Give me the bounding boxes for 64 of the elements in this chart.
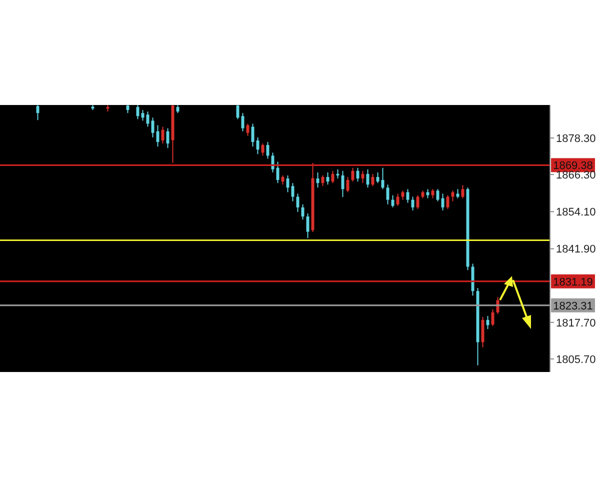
candlestick xyxy=(456,188,460,199)
ref-line-label: 1869.38 xyxy=(553,160,593,172)
candlestick xyxy=(266,141,270,160)
candlestick xyxy=(441,193,444,211)
candlestick xyxy=(331,170,334,184)
candlestick xyxy=(286,174,290,193)
candlestick xyxy=(296,193,300,212)
candlestick xyxy=(351,167,354,182)
candlestick xyxy=(406,188,410,204)
candlestick xyxy=(136,105,140,120)
candlestick xyxy=(381,167,384,190)
candlestick xyxy=(156,124,160,148)
candlestick xyxy=(426,188,430,199)
candlestick xyxy=(141,110,144,122)
candlestick xyxy=(486,316,490,330)
candlestick xyxy=(336,168,340,179)
candlestick xyxy=(251,123,254,148)
candlestick xyxy=(341,170,344,198)
candlestick xyxy=(391,194,394,208)
candlestick xyxy=(436,188,440,202)
candlestick xyxy=(491,308,494,327)
ref-line-label: 1823.31 xyxy=(553,300,593,312)
y-tick-label: 1878.30 xyxy=(556,132,596,145)
candlestick xyxy=(316,172,320,188)
candlestick xyxy=(481,316,484,348)
candlestick xyxy=(271,152,274,173)
candlestick xyxy=(261,142,264,156)
candlestick xyxy=(281,174,284,186)
y-tick-label: 1841.90 xyxy=(556,244,596,256)
candlestick xyxy=(166,128,170,149)
y-tick-label: 1817.70 xyxy=(556,317,596,330)
candlestick xyxy=(496,296,500,314)
candlestick xyxy=(401,190,404,200)
candlestick xyxy=(36,105,40,121)
candlestick xyxy=(371,173,374,187)
candlestick xyxy=(461,184,464,199)
candlestick xyxy=(306,212,310,239)
candlestick xyxy=(321,174,324,187)
y-tick-label: 1805.70 xyxy=(556,354,596,366)
candlestick xyxy=(291,182,294,202)
candlestick xyxy=(451,190,454,202)
candlestick xyxy=(361,170,364,184)
candlestick xyxy=(236,105,240,120)
candlestick xyxy=(366,168,370,188)
candlestick xyxy=(386,184,390,205)
candlestick xyxy=(256,136,260,155)
candlestick xyxy=(446,194,450,210)
candlestick xyxy=(416,194,420,210)
candlestick xyxy=(301,204,304,220)
candlestick xyxy=(146,111,150,128)
candlestick xyxy=(376,172,380,184)
candlestick xyxy=(346,176,350,193)
y-tick-label: 1854.10 xyxy=(556,206,596,219)
candlestick xyxy=(326,172,330,186)
candlestick xyxy=(246,123,250,136)
candlestick xyxy=(411,196,414,211)
candlestick xyxy=(431,188,434,199)
ref-line-label: 1831.19 xyxy=(553,276,593,288)
candlestick xyxy=(356,167,360,182)
candlestick xyxy=(241,112,244,132)
candlestick xyxy=(151,117,154,138)
candlestick xyxy=(161,126,164,144)
candlestick xyxy=(396,193,400,206)
candlestick xyxy=(276,161,280,184)
